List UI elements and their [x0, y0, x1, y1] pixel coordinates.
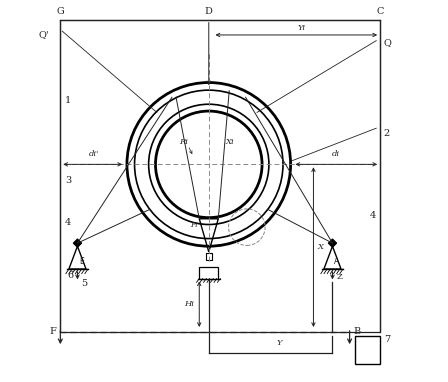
Text: C: C: [376, 7, 384, 16]
Text: Xi: Xi: [225, 138, 234, 146]
Text: di: di: [332, 149, 339, 157]
Text: Z: Z: [337, 273, 343, 281]
Polygon shape: [73, 239, 82, 247]
Bar: [60, 20, 380, 332]
Text: A: A: [334, 257, 340, 265]
Text: Q: Q: [384, 38, 392, 47]
Bar: [199, 267, 218, 278]
Text: Ri: Ri: [180, 138, 189, 146]
Text: 4: 4: [369, 210, 375, 220]
Text: F: F: [50, 327, 56, 336]
Text: X: X: [317, 243, 323, 251]
Text: 7: 7: [384, 335, 390, 345]
Text: di': di': [89, 149, 99, 157]
Text: 6: 6: [68, 271, 73, 280]
Text: Yi: Yi: [298, 24, 306, 32]
Text: E: E: [79, 257, 84, 265]
Text: G: G: [56, 7, 64, 16]
Bar: [355, 336, 380, 364]
Text: Y: Y: [276, 340, 282, 348]
Text: 3: 3: [65, 176, 71, 185]
Text: 4: 4: [65, 218, 71, 227]
Text: 2: 2: [384, 129, 390, 138]
Text: Hi: Hi: [184, 300, 194, 308]
Polygon shape: [328, 239, 336, 247]
Text: Pi: Pi: [190, 221, 198, 229]
Bar: [206, 253, 212, 259]
Text: D: D: [205, 7, 213, 16]
Text: Q': Q': [38, 31, 49, 39]
Text: 5: 5: [81, 278, 87, 288]
Text: B: B: [353, 327, 361, 336]
Text: 1: 1: [65, 97, 71, 105]
